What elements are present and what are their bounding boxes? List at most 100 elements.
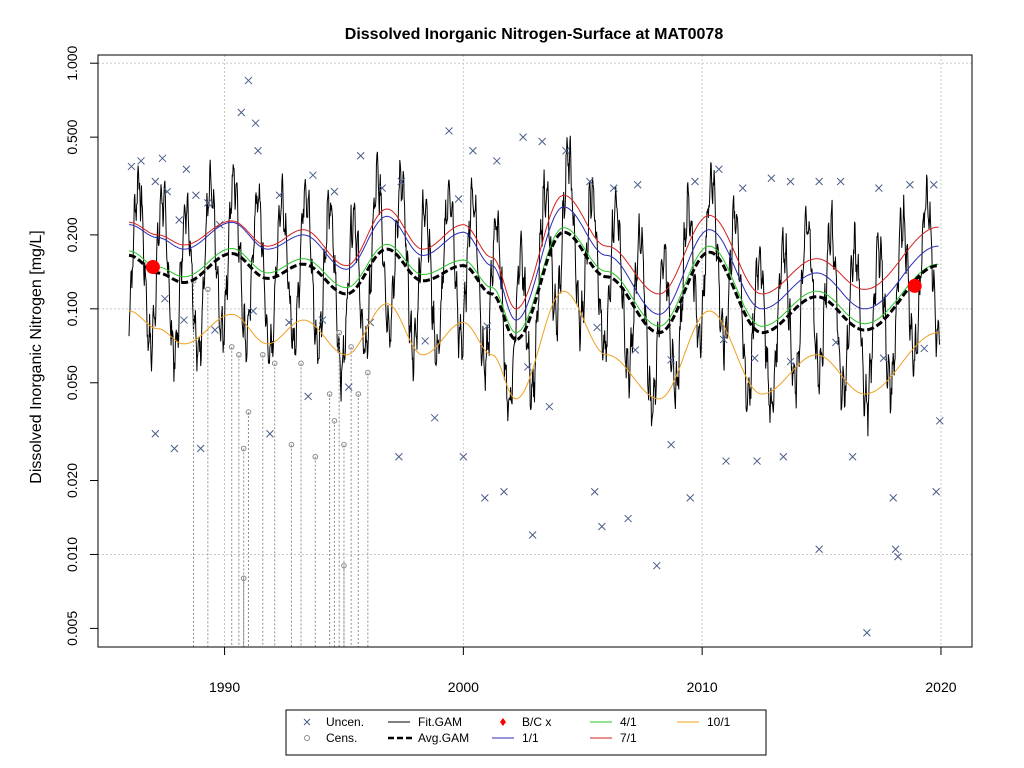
legend-label: Cens. <box>326 731 357 745</box>
series-4-1 <box>128 227 939 334</box>
uncensored-point <box>832 338 840 347</box>
y-tick-label: 0.500 <box>64 119 80 154</box>
bc-marker <box>145 260 160 275</box>
uncensored-point <box>137 157 145 165</box>
y-tick-label: 0.100 <box>64 291 80 326</box>
uncensored-point <box>906 180 914 189</box>
uncensored-point <box>538 137 547 146</box>
uncensored-point <box>590 487 599 496</box>
uncensored-point <box>397 177 406 186</box>
uncensored-point <box>175 216 184 224</box>
uncensored-point <box>304 392 312 401</box>
uncensored-point <box>889 494 898 502</box>
uncensored-point <box>254 146 262 155</box>
uncensored-point <box>891 545 900 554</box>
uncensored-point <box>330 187 339 196</box>
legend-swatch-circle <box>304 735 310 741</box>
uncensored-point <box>722 457 730 465</box>
y-tick-label: 1.000 <box>64 45 80 80</box>
uncensored-point <box>609 184 618 192</box>
uncensored-point <box>237 108 246 117</box>
uncensored-point <box>151 429 160 438</box>
uncensored-point <box>519 133 527 142</box>
series-avg-gam <box>128 230 939 342</box>
uncensored-point <box>196 444 205 453</box>
censored-point <box>312 453 319 460</box>
uncensored-point <box>848 452 857 461</box>
uncensored-point <box>469 146 477 155</box>
uncensored-point <box>715 165 723 174</box>
bc-marker <box>907 278 922 293</box>
uncensored-point <box>182 165 191 174</box>
censored-point <box>298 360 304 367</box>
uncensored-point <box>211 326 219 334</box>
uncensored-point <box>631 346 640 354</box>
censored-point <box>355 391 362 397</box>
legend-label: B/C x <box>522 715 551 729</box>
legend-swatch-diamond <box>500 718 506 726</box>
uncensored-point <box>836 177 845 186</box>
uncensored-point <box>863 628 871 637</box>
uncensored-point <box>251 119 260 128</box>
legend-label: 1/1 <box>522 731 539 745</box>
uncensored-point <box>421 337 430 345</box>
y-tick-label: 0.020 <box>64 463 80 498</box>
x-tick-label: 1990 <box>209 679 240 695</box>
uncensored-point <box>750 354 759 362</box>
uncensored-point <box>738 184 747 192</box>
censored-point <box>336 329 342 336</box>
censored-point <box>348 344 354 350</box>
uncensored-point <box>454 195 463 203</box>
censored-point <box>240 445 247 452</box>
series-1-1 <box>128 206 939 321</box>
uncensored-point <box>158 154 167 163</box>
uncensored-point <box>528 531 537 539</box>
censored-point <box>240 575 247 582</box>
uncensored-point <box>309 171 317 180</box>
uncensored-point <box>285 318 293 327</box>
plot-frame <box>97 54 973 648</box>
uncensored-point <box>652 561 661 570</box>
censored-point <box>259 351 266 358</box>
uncensored-point <box>127 162 136 171</box>
uncensored-point <box>633 180 642 189</box>
uncensored-point <box>929 180 938 189</box>
censored-point <box>236 351 242 358</box>
uncensored-point <box>879 354 888 362</box>
uncensored-point <box>344 383 353 391</box>
legend-box <box>285 709 767 756</box>
uncensored-point <box>492 157 501 165</box>
uncensored-point <box>318 316 327 324</box>
uncensored-point <box>753 457 761 465</box>
uncensored-point <box>593 323 601 332</box>
legend-label: Uncen. <box>326 715 364 729</box>
uncensored-point <box>815 177 824 186</box>
uncensored-point <box>244 76 253 85</box>
uncensored-point <box>779 452 788 461</box>
censored-point <box>271 360 278 367</box>
uncensored-point <box>523 363 532 371</box>
uncensored-point <box>266 429 274 438</box>
x-tick-label: 2020 <box>925 679 956 695</box>
uncensored-point <box>480 494 489 502</box>
uncensored-point <box>686 494 695 502</box>
chart-title: Dissolved Inorganic Nitrogen-Surface at … <box>345 26 724 43</box>
uncensored-point <box>430 413 439 422</box>
uncensored-point <box>180 316 188 324</box>
axes: 1990 2000 2010 2020 0.005 0.010 0.020 0.050 0.10… <box>64 45 957 695</box>
censored-point <box>365 369 371 376</box>
censored-point <box>245 409 252 415</box>
legend-swatch-x <box>303 718 311 726</box>
uncensored-point <box>767 174 776 183</box>
uncensored-point <box>562 146 570 155</box>
censored-point <box>331 418 338 424</box>
uncensored-point <box>545 402 554 411</box>
censored-point <box>228 344 235 350</box>
uncensored-point <box>932 487 941 496</box>
uncensored-point <box>275 191 284 200</box>
series-10-1 <box>128 290 939 400</box>
uncensored-point <box>395 452 403 461</box>
uncensored-point <box>894 552 902 561</box>
uncensored-point <box>667 440 675 449</box>
